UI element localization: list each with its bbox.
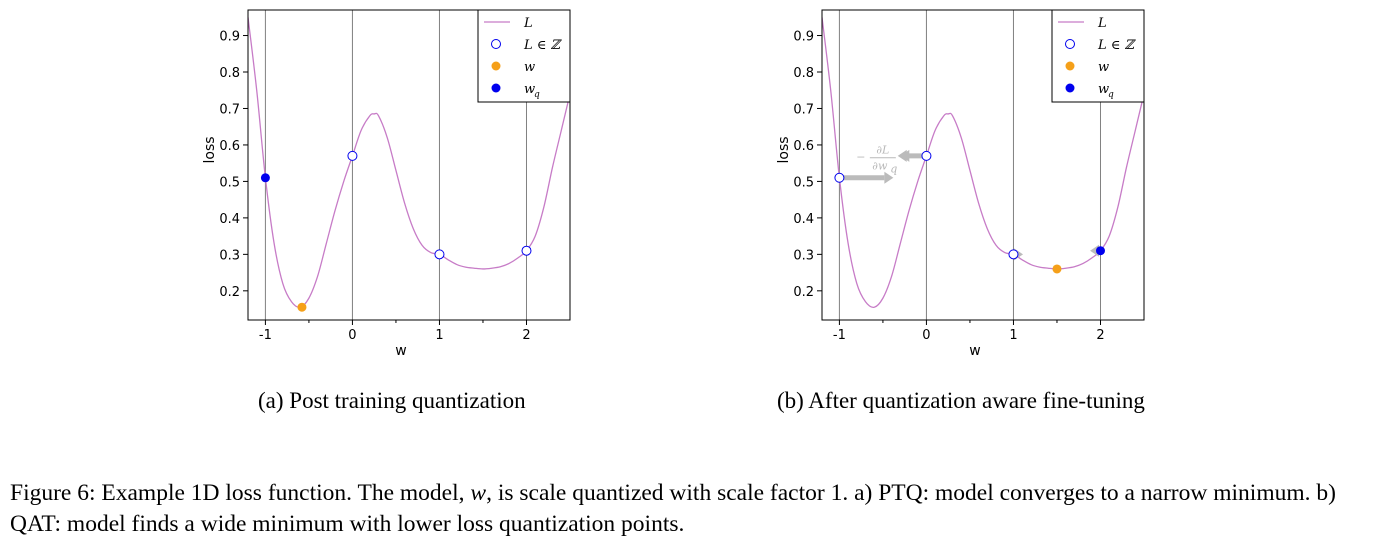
- x-tick-label: -1: [259, 328, 272, 343]
- legend-label: w: [1098, 82, 1109, 97]
- legend-label: w: [1098, 60, 1109, 75]
- y-tick-label: 0.6: [793, 139, 814, 154]
- integer-point-marker: [347, 150, 358, 161]
- y-tick-label: 0.4: [793, 212, 814, 227]
- gradient-label-denominator-sub: q: [890, 163, 897, 176]
- loss-curve: [822, 17, 1144, 308]
- y-tick-label: 0.7: [793, 102, 814, 117]
- gradient-label-denominator: ∂w: [872, 160, 888, 173]
- y-tick-label: 0.2: [793, 285, 814, 300]
- integer-point-marker: [1008, 249, 1019, 260]
- integer-point-marker: [521, 245, 532, 256]
- legend-blue-dot-swatch: [491, 83, 501, 93]
- y-tick-label: 0.8: [219, 66, 240, 81]
- legend-orange-dot-swatch: [1065, 61, 1075, 71]
- w-point-marker: [1052, 264, 1062, 274]
- y-tick-label: 0.4: [219, 212, 240, 227]
- integer-point-marker: [434, 249, 445, 260]
- legend-label: L ∈ ℤ: [523, 38, 563, 53]
- axes-frame: [247, 9, 571, 321]
- wq-point-marker: [1095, 246, 1105, 256]
- y-tick-label: 0.3: [219, 248, 240, 263]
- legend-orange-dot-swatch: [491, 61, 501, 71]
- x-tick-label: 2: [1096, 328, 1104, 343]
- x-tick-label: 2: [522, 328, 530, 343]
- gradient-arrow-head: [897, 149, 907, 162]
- legend-label: L ∈ ℤ: [1097, 38, 1137, 53]
- plot-b: −∂L∂w q0.20.30.40.50.60.70.80.9-1 0 1 2wloss…: [776, 9, 1145, 359]
- legend-label: L: [1097, 16, 1107, 31]
- y-tick-label: 0.8: [793, 66, 814, 81]
- x-tick-label: 1: [1009, 328, 1017, 343]
- x-tick-label: 0: [348, 328, 356, 343]
- legend-label: L: [523, 16, 533, 31]
- y-tick-label: 0.2: [219, 285, 240, 300]
- gradient-arrow-head: [1090, 244, 1100, 257]
- y-axis-label: loss: [202, 136, 218, 163]
- integer-point-marker: [834, 172, 845, 183]
- x-axis-label: w: [969, 343, 980, 359]
- gradient-label-numerator: ∂L: [876, 144, 889, 157]
- y-tick-label: 0.5: [793, 175, 814, 190]
- caption-part1: Figure 6: Example 1D loss function. The …: [10, 480, 471, 506]
- plot-a: 0.2 0.3 0.4 0.5 0.6 0.7 0.8 0.9 -1 0 1 2 w loss L L ∈ ℤ…: [202, 9, 571, 359]
- y-tick-label: 0.9: [219, 30, 240, 45]
- x-tick-label: -1: [833, 328, 846, 343]
- y-tick-label: 0.5: [219, 175, 240, 190]
- legend-open-circle-swatch: [1065, 39, 1075, 49]
- wq-point-marker: [260, 173, 270, 183]
- subcaption-b: (b) After quantization aware fine-tuning: [777, 388, 1145, 413]
- x-tick-label: 1: [435, 328, 443, 343]
- y-tick-label: 0.7: [219, 102, 240, 117]
- legend-label: w: [524, 82, 535, 97]
- legend-label-sub: q: [1108, 90, 1114, 100]
- caption-part2: , is scale quantized with scale factor 1…: [10, 480, 1336, 537]
- y-tick-label: 0.6: [219, 139, 240, 154]
- gradient-arrow-head: [884, 171, 894, 184]
- y-tick-label: 0.9: [793, 30, 814, 45]
- legend-label-sub: q: [534, 90, 540, 100]
- legend-label: w: [524, 60, 535, 75]
- x-axis-label: w: [395, 343, 406, 359]
- axes-frame: [821, 9, 1145, 321]
- gradient-label-minus: −: [856, 151, 865, 164]
- caption-variable-w: w: [470, 480, 487, 506]
- legend-open-circle-swatch: [491, 39, 501, 49]
- figure-caption: Figure 6: Example 1D loss function. The …: [10, 478, 1386, 540]
- y-tick-label: 0.3: [793, 248, 814, 263]
- y-axis-label: loss: [776, 136, 792, 163]
- integer-point-marker: [921, 150, 932, 161]
- subcaption-a: (a) Post training quantization: [258, 388, 526, 413]
- w-point-marker: [297, 302, 307, 312]
- legend-blue-dot-swatch: [1065, 83, 1075, 93]
- legend-box: [477, 9, 571, 103]
- x-tick-label: 0: [922, 328, 930, 343]
